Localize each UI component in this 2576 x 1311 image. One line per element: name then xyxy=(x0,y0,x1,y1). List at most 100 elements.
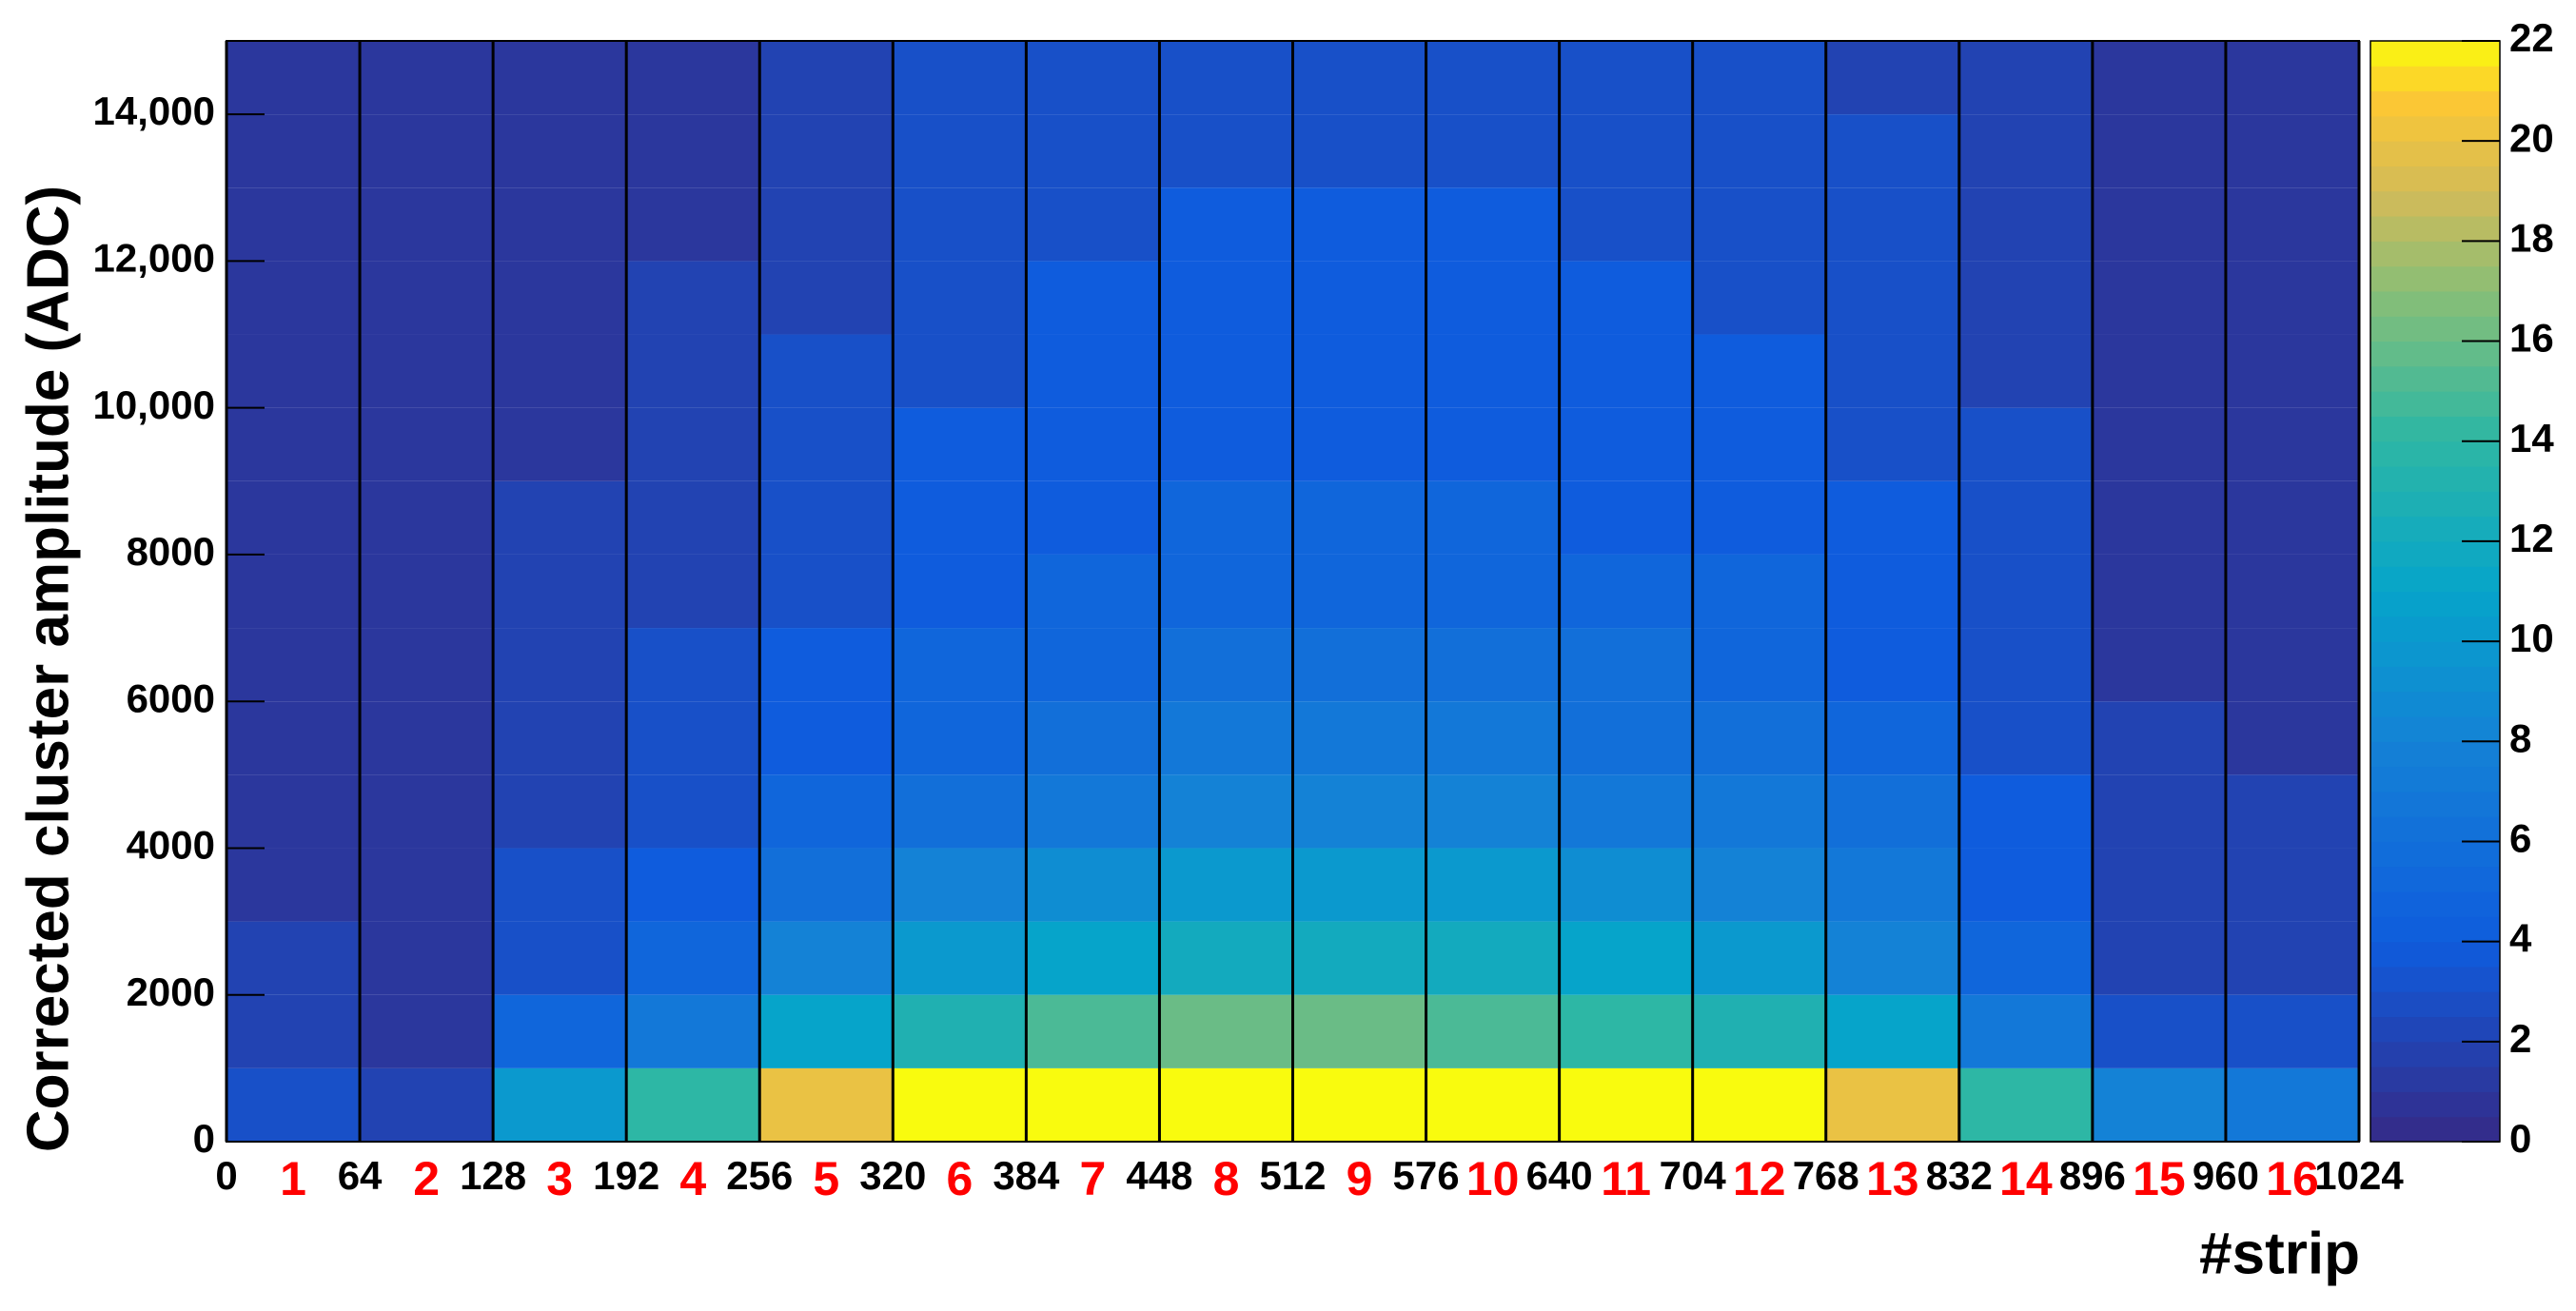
heatmap-cell xyxy=(360,41,494,115)
heatmap-cell xyxy=(1825,261,1959,335)
colorbar-tick-label: 14 xyxy=(2509,416,2554,460)
heatmap-cell xyxy=(2092,1067,2226,1142)
heatmap-cell xyxy=(1292,480,1426,555)
colorbar-tick-label: 10 xyxy=(2509,616,2554,660)
heatmap-cell xyxy=(2225,480,2359,555)
heatmap-cell xyxy=(893,848,1027,922)
colorbar-segment xyxy=(2370,115,2500,142)
heatmap-cell xyxy=(226,628,361,702)
heatmap-cell xyxy=(759,407,894,481)
heatmap-cell xyxy=(1426,261,1560,335)
heatmap-cell xyxy=(1958,41,2093,115)
x-tick-label: 832 xyxy=(1926,1153,1993,1198)
heatmap-cell xyxy=(1292,334,1426,408)
heatmap-cell xyxy=(1958,480,2093,555)
colorbar-segment xyxy=(2370,516,2500,542)
colorbar-segment xyxy=(2370,540,2500,567)
heatmap-cell xyxy=(626,701,760,775)
heatmap-cell xyxy=(1958,701,2093,775)
heatmap-cell xyxy=(1026,407,1160,481)
heatmap-cell xyxy=(226,261,361,335)
heatmap-cell xyxy=(2092,334,2226,408)
chip-label: 10 xyxy=(1466,1152,1520,1205)
heatmap-cell xyxy=(893,480,1027,555)
heatmap-cell xyxy=(1559,480,1693,555)
heatmap-cell xyxy=(360,480,494,555)
heatmap-cell xyxy=(1026,480,1160,555)
x-tick-label: 640 xyxy=(1526,1153,1593,1198)
x-tick-label: 320 xyxy=(859,1153,926,1198)
heatmap-cell xyxy=(360,774,494,849)
heatmap-cell xyxy=(1026,187,1160,262)
heatmap-cell xyxy=(1559,114,1693,188)
heatmap-cell xyxy=(893,628,1027,702)
heatmap-cell xyxy=(493,701,627,775)
heatmap-cell xyxy=(1559,407,1693,481)
heatmap-cell xyxy=(360,628,494,702)
heatmap-cell xyxy=(1292,554,1426,629)
heatmap-cell xyxy=(759,554,894,629)
heatmap-cell xyxy=(1159,41,1293,115)
heatmap-cell xyxy=(1692,1067,1826,1142)
heatmap-cell xyxy=(1426,334,1560,408)
heatmap-cell xyxy=(1026,261,1160,335)
heatmap-cell xyxy=(226,994,361,1068)
heatmap-cell xyxy=(1559,41,1693,115)
colorbar-segment xyxy=(2370,41,2500,67)
heatmap-cell xyxy=(360,187,494,262)
colorbar-segment xyxy=(2370,440,2500,467)
heatmap-cell xyxy=(893,407,1027,481)
y-tick-label: 12,000 xyxy=(93,235,215,280)
heatmap-cell xyxy=(1426,701,1560,775)
heatmap-cell xyxy=(493,41,627,115)
heatmap-cell xyxy=(1825,114,1959,188)
colorbar-segment xyxy=(2370,416,2500,442)
colorbar-segment xyxy=(2370,290,2500,317)
heatmap-cell xyxy=(360,701,494,775)
chip-label: 12 xyxy=(1733,1152,1786,1205)
chip-label: 7 xyxy=(1080,1152,1107,1205)
heatmap-cell xyxy=(1026,334,1160,408)
colorbar-segment xyxy=(2370,1041,2500,1067)
heatmap-cell xyxy=(1159,628,1293,702)
heatmap-cell xyxy=(1426,554,1560,629)
heatmap-cell xyxy=(493,994,627,1068)
heatmap-cell xyxy=(1692,187,1826,262)
heatmap-cell xyxy=(1559,1067,1693,1142)
heatmap-cell xyxy=(1292,701,1426,775)
colorbar-segment xyxy=(2370,141,2500,166)
heatmap-cell xyxy=(1825,701,1959,775)
heatmap-cell xyxy=(626,554,760,629)
heatmap-cell xyxy=(2225,261,2359,335)
heatmap-cell xyxy=(759,848,894,922)
chip-label: 11 xyxy=(1601,1152,1651,1205)
heatmap-cell xyxy=(1692,994,1826,1068)
y-tick-label: 10,000 xyxy=(93,382,215,427)
x-tick-label: 576 xyxy=(1393,1153,1460,1198)
heatmap-cell xyxy=(893,774,1027,849)
colorbar-segment xyxy=(2370,941,2500,968)
heatmap-cell xyxy=(1825,994,1959,1068)
colorbar-segment xyxy=(2370,216,2500,242)
colorbar-segment xyxy=(2370,766,2500,792)
heatmap-cell xyxy=(493,848,627,922)
chip-label: 15 xyxy=(2133,1152,2186,1205)
heatmap-cell xyxy=(1692,261,1826,335)
heatmap-cell xyxy=(2225,554,2359,629)
heatmap-cell xyxy=(1958,114,2093,188)
heatmap-cell xyxy=(360,554,494,629)
heatmap-cell xyxy=(2092,994,2226,1068)
chip-label: 6 xyxy=(946,1152,973,1205)
heatmap-cell xyxy=(759,921,894,995)
y-tick-label: 2000 xyxy=(127,969,215,1014)
heatmap-cell xyxy=(1692,848,1826,922)
heatmap-cell xyxy=(2092,701,2226,775)
heatmap-cell xyxy=(626,334,760,408)
heatmap-cell xyxy=(1292,407,1426,481)
heatmap-cell xyxy=(1958,334,2093,408)
heatmap-cell xyxy=(1958,187,2093,262)
heatmap-cell xyxy=(1825,848,1959,922)
chip-label: 4 xyxy=(679,1152,706,1205)
heatmap-cell xyxy=(759,701,894,775)
heatmap-cell xyxy=(226,334,361,408)
